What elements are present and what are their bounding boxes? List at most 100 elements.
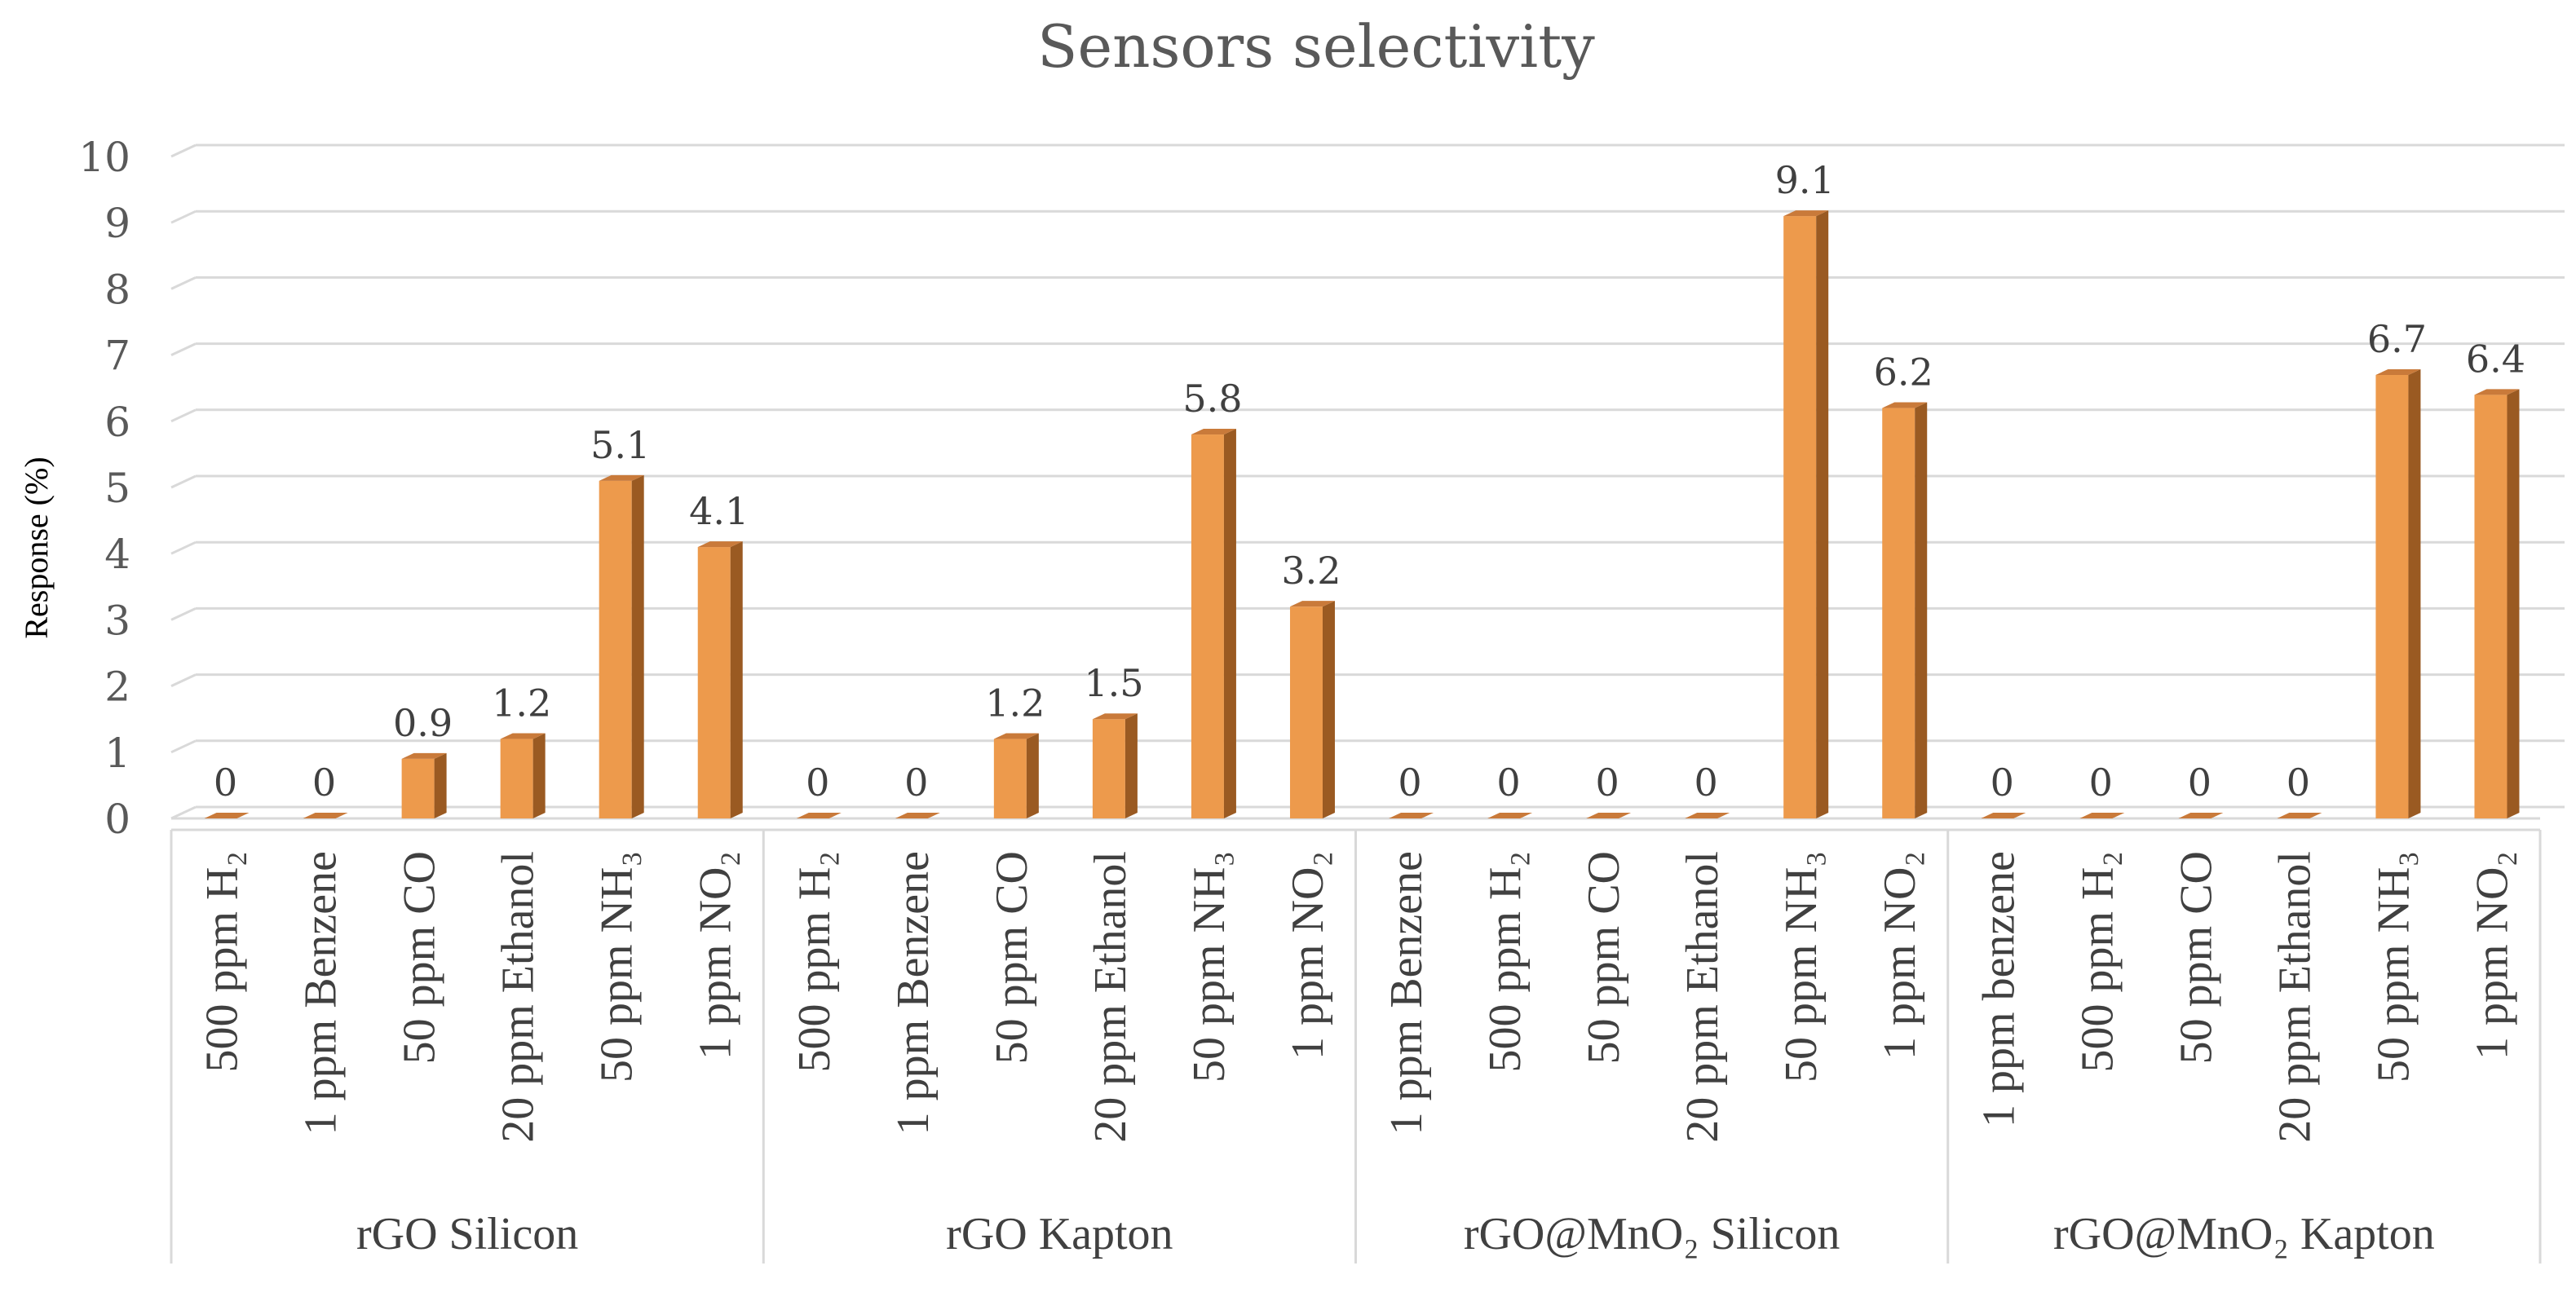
category-label: 1 ppm NO₂ — [2467, 851, 2517, 1060]
data-label: 3.2 — [1281, 549, 1341, 593]
chart-title: Sensors selectivity — [1037, 12, 1595, 81]
bar-rgo-mno-kapton-1-ppm-no — [2474, 389, 2520, 818]
group-labels: rGO Silicon rGO Kapton rGO@MnO₂ Silicon rGO… — [356, 1209, 2435, 1259]
data-label: 6.4 — [2466, 337, 2525, 381]
category-label: 20 ppm Ethanol — [493, 851, 544, 1143]
bar-top-face — [1191, 429, 1236, 435]
gridline-diagonal — [170, 209, 197, 224]
category-label: 50 ppm NH₃ — [1776, 851, 1827, 1083]
group-label-rgo-mno-silicon: rGO@MnO₂ Silicon — [1464, 1209, 1840, 1259]
bar-side-face — [1816, 210, 1829, 819]
bar-rgo-mno-silicon-1-ppm-no — [1882, 402, 1928, 818]
bar-side-face — [532, 733, 546, 818]
category-label: 50 ppm NH₃ — [592, 851, 643, 1083]
category-label: 20 ppm Ethanol — [1085, 851, 1136, 1143]
bar-top-face — [1882, 402, 1928, 408]
data-label: 0 — [2089, 761, 2113, 805]
data-label: 0 — [214, 761, 237, 805]
bar-rgo-silicon-50-ppm-nh — [599, 474, 644, 818]
data-label: 6.7 — [2367, 317, 2427, 361]
category-label: 50 ppm CO — [2171, 851, 2221, 1064]
gridline-diagonal — [170, 739, 197, 754]
bar-front-face — [1092, 719, 1125, 818]
data-label: 0 — [1496, 761, 1520, 805]
y-tick-label: 4 — [104, 531, 130, 578]
data-labels: 0 0 0.9 1.2 5.1 4.1 0 0 1.2 1.5 5.8 3.2 0 0 0 0 9.1 6.2 0 0… — [214, 158, 2525, 805]
category-label: 1 ppm benzene — [1973, 851, 2024, 1127]
bar-top-face — [303, 813, 348, 818]
bar-rgo-mno-kapton-50-ppm-co — [2178, 813, 2224, 819]
bar-top-face — [1981, 813, 2026, 818]
bar-rgo-mno-silicon-20-ppm-ethanol — [1685, 813, 1730, 819]
group-label-rgo-kapton: rGO Kapton — [946, 1209, 1173, 1259]
data-label: 0.9 — [393, 701, 453, 745]
gridline-diagonal — [170, 408, 197, 423]
bar-rgo-mno-silicon-50-ppm-co — [1586, 813, 1632, 819]
bar-front-face — [599, 480, 632, 818]
category-label: 500 ppm H₂ — [789, 851, 840, 1073]
category-label: 20 ppm Ethanol — [2269, 851, 2320, 1143]
y-tick-label: 7 — [104, 333, 130, 380]
y-tick-label: 1 — [104, 730, 130, 777]
bar-side-face — [1223, 429, 1236, 818]
bar-top-face — [1783, 210, 1829, 217]
y-tick-label: 10 — [78, 134, 130, 181]
category-label: 1 ppm NO₂ — [1875, 851, 1925, 1060]
bar-front-face — [2474, 395, 2508, 818]
bar-side-face — [1915, 402, 1928, 818]
gridline-diagonal — [170, 474, 197, 489]
group-label-rgo-mno-kapton: rGO@MnO₂ Kapton — [2053, 1209, 2435, 1259]
bar-rgo-silicon-20-ppm-ethanol — [500, 733, 546, 818]
category-labels: 500 ppm H₂ 1 ppm Benzene 50 ppm CO 20 ppm E… — [197, 851, 2518, 1143]
y-tick-label: 6 — [104, 399, 130, 446]
category-label: 50 ppm NH₃ — [2368, 851, 2419, 1083]
bar-top-face — [1092, 713, 1138, 720]
bar-top-face — [2277, 813, 2322, 818]
category-label: 50 ppm CO — [1579, 851, 1629, 1064]
bar-top-face — [1487, 813, 1533, 818]
y-tick-label: 9 — [104, 200, 130, 247]
group-label-rgo-silicon: rGO Silicon — [356, 1209, 578, 1259]
bar-rgo-kapton-500-ppm-h — [796, 813, 842, 819]
bar-rgo-mno-silicon-50-ppm-nh — [1783, 210, 1829, 819]
bar-front-face — [993, 739, 1027, 818]
data-label: 4.1 — [689, 489, 749, 533]
bar-rgo-kapton-1-ppm-no — [1289, 601, 1335, 818]
category-label: 50 ppm NH₃ — [1184, 851, 1235, 1083]
bar-rgo-mno-silicon-500-ppm-h — [1487, 813, 1533, 819]
bar-top-face — [1586, 813, 1632, 818]
category-label: 50 ppm CO — [395, 851, 445, 1064]
bar-top-face — [1389, 813, 1434, 818]
category-label: 1 ppm NO₂ — [691, 851, 741, 1060]
bar-front-face — [2375, 374, 2409, 819]
data-label: 0 — [312, 761, 336, 805]
bar-front-face — [500, 739, 533, 818]
bar-rgo-silicon-50-ppm-co — [401, 752, 447, 818]
bar-rgo-mno-kapton-500-ppm-h — [2079, 813, 2125, 819]
bar-side-face — [1125, 713, 1138, 818]
bar-side-face — [1322, 601, 1335, 818]
bar-rgo-kapton-1-ppm-benzene — [895, 813, 940, 819]
gridline-diagonal — [170, 607, 197, 621]
data-label: 5.8 — [1182, 377, 1242, 421]
category-label: 1 ppm Benzene — [296, 851, 347, 1135]
category-label: 20 ppm Ethanol — [1677, 851, 1728, 1143]
bar-top-face — [993, 733, 1039, 739]
category-label: 500 ppm H₂ — [2072, 851, 2123, 1073]
y-axis-label: Response (%) — [18, 456, 55, 638]
bar-top-face — [796, 813, 842, 818]
bar-side-face — [434, 752, 447, 818]
bar-rgo-mno-kapton-50-ppm-nh — [2375, 368, 2421, 819]
data-label: 0 — [1595, 761, 1619, 805]
y-tick-label: 5 — [104, 465, 130, 512]
data-label: 0 — [2287, 761, 2310, 805]
bar-top-face — [2474, 389, 2520, 395]
gridlines — [170, 143, 2565, 820]
gridline-diagonal — [170, 540, 197, 555]
category-label: 50 ppm CO — [987, 851, 1037, 1064]
bar-top-face — [2079, 813, 2125, 818]
data-label: 1.2 — [492, 681, 551, 725]
data-label: 5.1 — [590, 423, 650, 467]
bar-side-face — [631, 474, 644, 818]
x-axis-frame — [170, 817, 2542, 1264]
